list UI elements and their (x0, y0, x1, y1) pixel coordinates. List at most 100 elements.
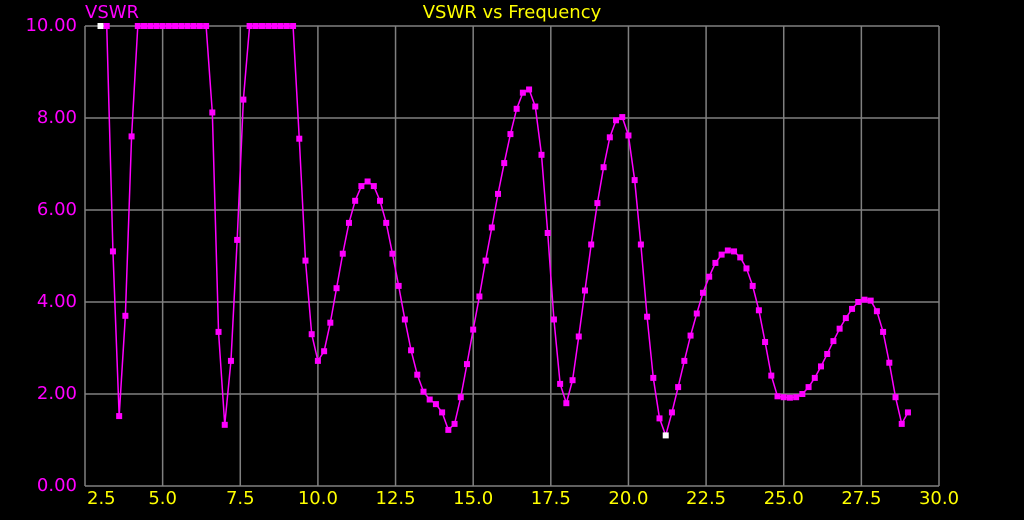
x-tick-label: 30.0 (919, 488, 959, 509)
data-marker (215, 328, 222, 335)
data-marker (283, 23, 290, 29)
data-marker (333, 285, 340, 292)
x-tick-label: 25.0 (764, 488, 804, 509)
data-marker (519, 89, 526, 96)
data-marker (867, 297, 874, 304)
data-marker (793, 394, 800, 401)
data-marker (488, 224, 495, 231)
data-marker (786, 394, 793, 401)
data-marker (128, 133, 135, 140)
data-marker (613, 117, 620, 124)
data-marker (227, 357, 234, 364)
data-marker (507, 131, 514, 138)
data-marker (383, 219, 390, 226)
data-marker (364, 178, 371, 185)
data-marker (109, 248, 116, 255)
data-marker (526, 86, 533, 93)
data-marker (880, 328, 887, 335)
data-marker (662, 432, 669, 439)
data-marker (855, 299, 862, 305)
data-marker (308, 331, 315, 338)
data-marker (588, 241, 595, 248)
data-marker (395, 282, 402, 289)
data-marker (172, 23, 179, 29)
data-marker (265, 23, 272, 29)
data-marker (532, 103, 539, 110)
data-marker (184, 23, 191, 29)
data-marker (904, 409, 911, 416)
data-marker (737, 254, 744, 261)
y-tick-label: 2.00 (37, 383, 77, 404)
data-marker (755, 307, 762, 314)
data-marker (401, 316, 408, 323)
data-marker (706, 273, 713, 280)
data-marker (780, 394, 787, 401)
data-marker (159, 23, 166, 29)
x-tick-label: 17.5 (531, 488, 571, 509)
data-marker (799, 391, 806, 397)
data-marker (97, 23, 104, 29)
data-marker (389, 250, 396, 257)
data-marker (345, 219, 352, 226)
data-marker (420, 388, 427, 395)
data-marker (178, 23, 185, 29)
data-marker (581, 287, 588, 294)
data-marker (277, 23, 284, 29)
x-tick-label: 7.5 (226, 488, 255, 509)
data-marker (501, 160, 508, 167)
data-marker (749, 282, 756, 289)
data-marker (296, 135, 303, 142)
data-marker (414, 371, 421, 378)
data-marker (439, 409, 446, 416)
data-marker (805, 384, 812, 391)
data-marker (234, 236, 241, 243)
data-marker (153, 23, 160, 29)
data-marker (898, 420, 905, 427)
data-marker (606, 134, 613, 141)
data-marker (339, 250, 346, 257)
data-marker (569, 377, 576, 384)
data-marker (246, 23, 253, 29)
data-marker (209, 109, 216, 116)
data-marker (687, 332, 694, 339)
data-marker (116, 413, 123, 420)
data-marker (563, 400, 570, 407)
data-marker (314, 357, 321, 364)
data-marker (103, 23, 110, 29)
data-marker (681, 357, 688, 364)
data-marker (190, 23, 197, 29)
data-marker (731, 248, 738, 255)
data-marker (495, 190, 502, 197)
data-marker (370, 183, 377, 190)
y-tick-label: 4.00 (37, 291, 77, 312)
y-tick-label: 8.00 (37, 107, 77, 128)
data-marker (718, 251, 725, 258)
data-marker (544, 230, 551, 236)
data-marker (811, 374, 818, 381)
data-marker (743, 265, 750, 272)
data-marker (432, 401, 439, 408)
data-marker (445, 426, 452, 433)
data-marker (768, 372, 775, 379)
data-marker (675, 384, 682, 391)
data-marker (482, 257, 489, 264)
data-marker (693, 310, 700, 317)
data-marker (290, 23, 297, 29)
data-marker (358, 183, 365, 190)
data-marker (637, 241, 644, 248)
data-marker (271, 23, 278, 29)
data-marker (134, 23, 141, 29)
data-marker (712, 259, 719, 266)
data-marker (550, 316, 557, 323)
data-marker (594, 200, 601, 207)
data-marker (463, 361, 470, 368)
data-marker (252, 23, 259, 29)
data-marker (240, 96, 247, 103)
data-marker (321, 348, 328, 355)
data-marker (631, 177, 638, 184)
data-marker (817, 363, 824, 370)
data-marker (165, 23, 172, 29)
x-tick-label: 27.5 (841, 488, 881, 509)
data-marker (221, 421, 228, 428)
